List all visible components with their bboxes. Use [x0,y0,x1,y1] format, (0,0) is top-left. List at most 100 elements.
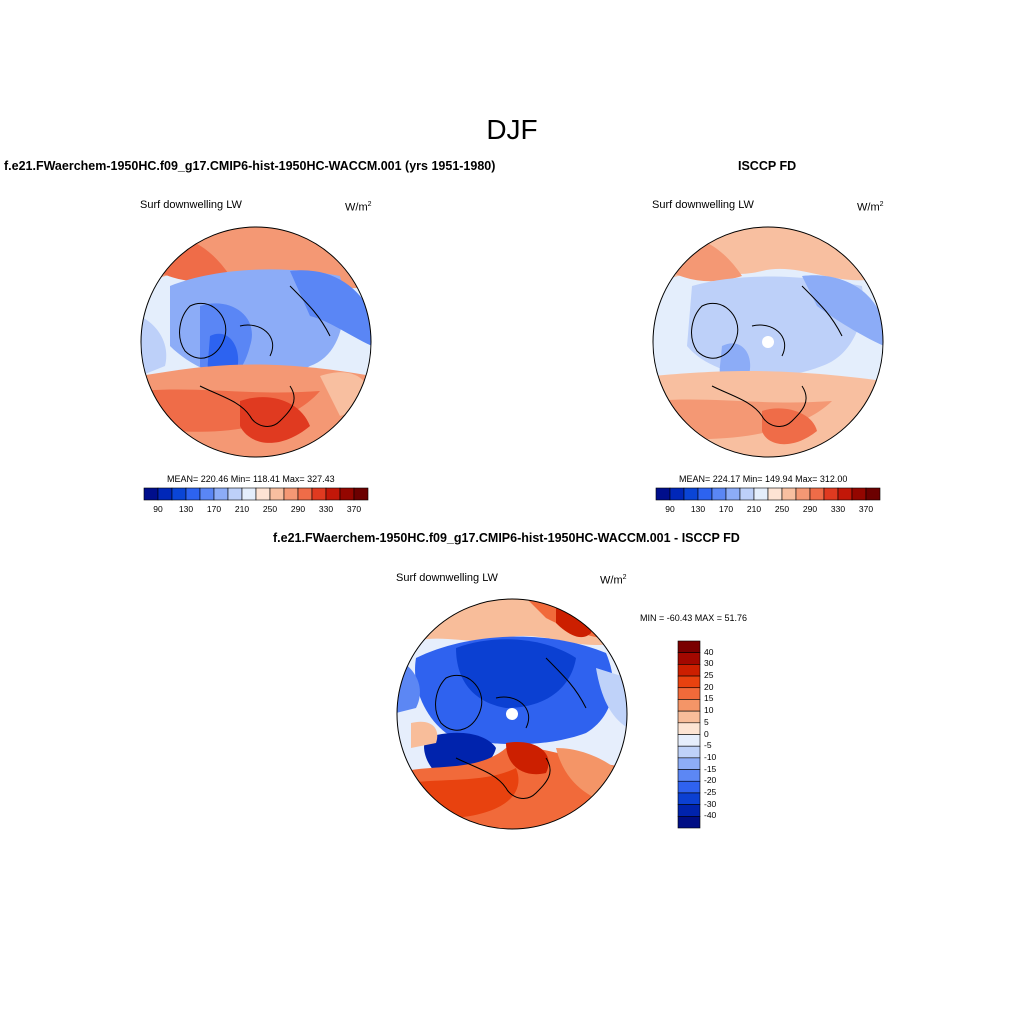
colorbar-tick-label: 250 [262,504,278,514]
colorbar-tick-label: 290 [802,504,818,514]
colorbar-swatch [311,487,327,501]
colorbar-tick-label: 30 [704,658,714,669]
colorbar-swatch [255,487,271,501]
colorbar-swatch [241,487,257,501]
colorbar-swatch [865,487,881,501]
colorbar-swatch [837,487,853,501]
colorbar-swatch [677,780,701,794]
coastlines [179,285,331,427]
colorbar-tick-label: 90 [665,504,675,514]
colorbar-swatch [269,487,285,501]
colorbar-tick-label: 5 [704,716,709,727]
coastlines [691,285,843,427]
colorbar-swatch [677,652,701,665]
colorbar-swatch [683,487,699,501]
diff-units-label: W/m2 [600,574,627,587]
diff-variable-label: Surf downwelling LW [396,572,498,584]
colorbar-tick-label: 25 [704,670,714,681]
diff-colorbar [677,640,701,829]
colorbar-swatch [227,487,243,501]
colorbar-tick-label: 20 [704,681,714,692]
colorbar-tick-label: 210 [746,504,762,514]
obs-colorbar [655,487,881,501]
colorbar-tick-label: -30 [704,798,717,809]
model-stats: MEAN= 220.46 Min= 118.41 Max= 327.43 [167,474,335,484]
colorbar-tick-label: 210 [234,504,250,514]
colorbar-swatch [677,745,701,759]
colorbar-swatch [677,710,701,724]
colorbar-swatch [353,487,369,501]
colorbar-swatch [185,487,201,501]
season-title: DJF [486,114,538,145]
obs-units-label: W/m2 [857,201,884,214]
colorbar-tick-label: 0 [704,728,709,739]
colorbar-swatch [823,487,839,501]
colorbar-tick-label: -5 [704,740,712,751]
colorbar-tick-label: 290 [290,504,306,514]
colorbar-swatch [213,487,229,501]
colorbar-swatch [677,687,701,700]
colorbar-swatch [711,487,727,501]
colorbar-swatch [677,769,701,782]
colorbar-swatch [157,487,173,501]
colorbar-tick-label: 330 [318,504,334,514]
colorbar-tick-label: -15 [704,763,717,774]
colorbar-tick-label: 10 [704,705,714,716]
pole-mask [506,708,518,720]
colorbar-swatch [677,722,701,735]
obs-panel-title: ISCCP FD [738,159,797,173]
colorbar-swatch [677,734,701,747]
obs-polar-map [652,226,884,458]
colorbar-swatch [325,487,341,501]
map-boundary [652,226,884,458]
colorbar-swatch [199,487,215,501]
colorbar-swatch [677,792,701,805]
colorbar-swatch [677,816,701,829]
colorbar-tick-label: 40 [704,646,714,657]
colorbar-swatch [677,757,701,770]
colorbar-tick-label: 370 [858,504,874,514]
diff-panel-title: f.e21.FWaerchem-1950HC.f09_g17.CMIP6-his… [273,531,740,545]
colorbar-tick-label: 250 [774,504,790,514]
colorbar-swatch [669,487,685,501]
colorbar-swatch [809,487,825,501]
colorbar-swatch [283,487,299,501]
colorbar-tick-label: 130 [690,504,706,514]
model-panel-title: f.e21.FWaerchem-1950HC.f09_g17.CMIP6-his… [4,159,496,173]
model-units-label: W/m2 [345,201,372,214]
colorbar-swatch [171,487,187,501]
colorbar-swatch [677,640,701,653]
colorbar-swatch [753,487,769,501]
colorbar-tick-label: 130 [178,504,194,514]
map-boundary [396,598,628,830]
map-boundary [140,226,372,458]
colorbar-tick-label: -10 [704,751,717,762]
colorbar-swatch [339,487,355,501]
colorbar-swatch [143,487,159,501]
model-colorbar [143,487,369,501]
colorbar-tick-label: -20 [704,775,717,786]
colorbar-swatch [677,804,701,817]
diff-polar-map [396,598,628,830]
obs-stats: MEAN= 224.17 Min= 149.94 Max= 312.00 [679,474,848,484]
colorbar-swatch [781,487,797,501]
colorbar-swatch [297,487,313,501]
pole-mask [762,336,774,348]
colorbar-swatch [677,699,701,712]
colorbar-swatch [851,487,867,501]
colorbar-tick-label: 170 [718,504,734,514]
obs-variable-label: Surf downwelling LW [652,199,754,211]
colorbar-tick-label: -40 [704,810,717,821]
diff-stats: MIN = -60.43 MAX = 51.76 [640,613,748,623]
model-variable-label: Surf downwelling LW [140,199,242,211]
colorbar-swatch [697,487,713,501]
colorbar-tick-label: -25 [704,786,717,797]
colorbar-swatch [677,664,701,677]
colorbar-swatch [725,487,741,501]
coastlines [435,657,587,799]
colorbar-tick-label: 330 [830,504,846,514]
colorbar-tick-label: 370 [346,504,362,514]
colorbar-swatch [677,675,701,689]
colorbar-swatch [739,487,755,501]
colorbar-swatch [655,487,671,501]
